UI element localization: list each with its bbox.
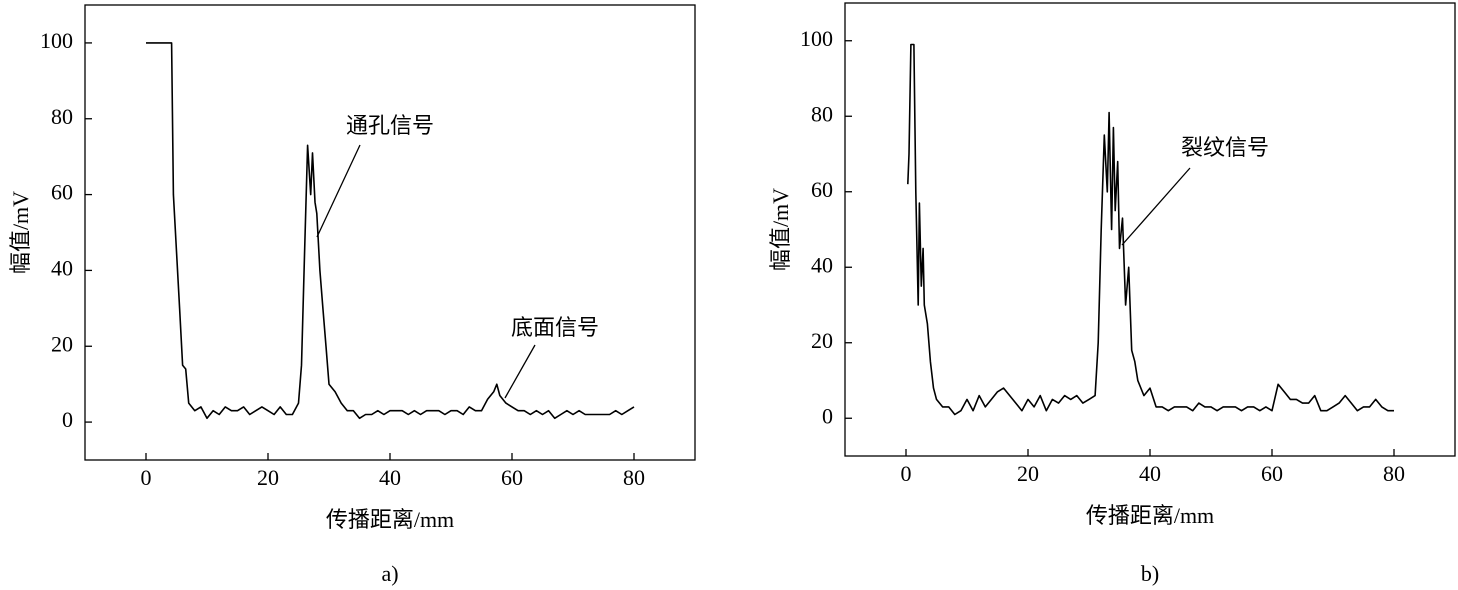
x-tick-label: 0 (901, 461, 912, 486)
x-tick-label: 40 (1139, 461, 1161, 486)
y-tick-label: 60 (811, 177, 833, 202)
annotation-leader (504, 344, 536, 399)
x-tick-label: 80 (1383, 461, 1405, 486)
y-tick-label: 40 (811, 252, 833, 277)
y-tick-label: 100 (800, 26, 833, 51)
x-axis-label: 传播距离/mm (1086, 503, 1214, 528)
annotation-leader (1121, 167, 1191, 246)
caption: a) (381, 561, 398, 586)
y-tick-label: 40 (51, 255, 73, 280)
signal-line (907, 43, 1394, 416)
x-tick-label: 60 (501, 465, 523, 490)
annotation: 裂纹信号 (1181, 135, 1269, 160)
plot-frame (84, 4, 696, 461)
x-tick-label: 20 (1017, 461, 1039, 486)
x-tick-label: 0 (141, 465, 152, 490)
y-tick-label: 80 (811, 101, 833, 126)
y-tick-label: 0 (822, 403, 833, 428)
y-tick-label: 80 (51, 104, 73, 129)
y-axis-label: 幅值/mV (768, 188, 793, 271)
y-tick-label: 20 (811, 328, 833, 353)
y-tick-label: 0 (62, 407, 73, 432)
y-tick-label: 60 (51, 180, 73, 205)
annotation: 底面信号 (511, 315, 599, 340)
x-tick-label: 80 (623, 465, 645, 490)
caption: b) (1141, 561, 1159, 586)
annotation-leader (316, 144, 361, 238)
x-tick-label: 60 (1261, 461, 1283, 486)
x-tick-label: 40 (379, 465, 401, 490)
annotation: 通孔信号 (346, 113, 434, 138)
signal-line (146, 42, 635, 420)
x-tick-label: 20 (257, 465, 279, 490)
x-axis-label: 传播距离/mm (326, 507, 454, 532)
y-tick-label: 20 (51, 331, 73, 356)
y-tick-label: 100 (40, 28, 73, 53)
y-axis-label: 幅值/mV (8, 191, 33, 274)
